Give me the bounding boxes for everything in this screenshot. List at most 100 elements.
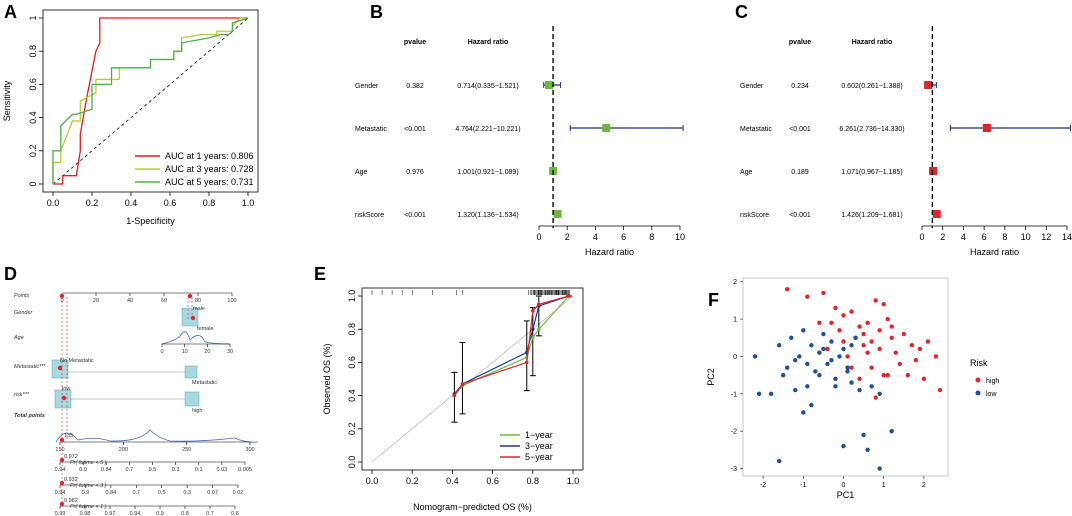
scatter-point-high (877, 328, 882, 333)
plot-frame (42, 9, 259, 193)
scatter-point-low (797, 354, 802, 359)
scatter-point-low (845, 365, 850, 370)
calibration-point (531, 335, 535, 340)
row-pvalue: 0.382 (406, 83, 424, 90)
scatter-point-low (793, 357, 798, 363)
legend-label: high (986, 378, 999, 385)
annotation-5y: 0.972 (64, 454, 78, 460)
scatter-point-high (857, 324, 862, 329)
row-hr-text: 4.764(2.221−10.221) (455, 126, 520, 133)
forest-plot-c: pvalue Hazard ratio Gender 0.234 0.602(0.261… (740, 26, 1072, 257)
x-tick-label: 1.0 (242, 198, 255, 208)
scatter-point-low (889, 428, 894, 434)
x-tick-label: 0.0 (366, 476, 379, 486)
prob-3y-tick-label: 0.3 (183, 490, 191, 496)
annotation-total: 135 (64, 433, 73, 439)
pca-scatter: -2 -1 0 1 2 -3 -2 -1 0 1 2 high low Risk PC1 PC2 (706, 277, 999, 500)
header-pvalue: pvalue (789, 39, 811, 46)
x-tick-label: 0 (536, 232, 541, 242)
panel-letter-c: C (735, 2, 748, 22)
legend-label: AUC at 3 years: 0.728 (165, 164, 254, 174)
projection-point (59, 293, 65, 299)
x-tick-label: 1.0 (567, 476, 580, 486)
x-tick-label: 4 (593, 232, 598, 242)
row-hr-text: 1.071(0.967−1.185) (841, 169, 902, 176)
prob-1y-tick-label: 0.6 (231, 511, 239, 516)
total-points-tick-label: 200 (119, 447, 128, 453)
row-hr-text: 1.426(1.209−1.681) (841, 212, 902, 219)
legend-label: 3−year (525, 441, 553, 451)
projection-point (59, 457, 65, 463)
row-hr-text: 0.714(0.335−1.521) (457, 83, 518, 90)
calibration-point (537, 302, 541, 307)
y-tick-label: 0.4 (28, 111, 38, 124)
x-tick-label: 6 (621, 232, 626, 242)
projection-point (57, 365, 63, 371)
scatter-point-low (817, 372, 822, 378)
scatter-point-low (833, 376, 838, 382)
total-points-tick-label: 250 (182, 447, 191, 453)
prob-1y-tick-label: 0.9 (156, 511, 164, 516)
scatter-point-low (785, 365, 790, 370)
scatter-point-high (861, 331, 866, 337)
legend-label: 5−year (525, 452, 553, 462)
scatter-point-low (809, 343, 814, 348)
header-pvalue: pvalue (404, 39, 426, 46)
x-tick-label: 8 (649, 232, 654, 242)
scatter-point-high (925, 339, 931, 344)
scatter-point-low (801, 410, 806, 415)
scatter-point-low (817, 350, 822, 355)
x-tick-label: 0.2 (86, 198, 99, 208)
forest-plot-b: pvalue Hazard ratio Gender 0.382 0.714(0.335… (355, 26, 685, 257)
label-prob-3y: Pr( futime < 3 ) (70, 483, 107, 489)
points-tick-label: 60 (161, 298, 167, 304)
hr-marker (924, 81, 933, 89)
age-tick-label: 20 (204, 349, 210, 355)
hr-marker (982, 124, 991, 132)
legend-swatch (975, 377, 981, 383)
x-tick-label: 6 (982, 232, 987, 242)
nomogram: Points020406080100GendermalefemaleAge010… (13, 292, 259, 516)
y-tick-label: 0.6 (28, 78, 38, 91)
scatter-point-low (833, 384, 838, 389)
prob-3y-tick-label: 0.94 (55, 490, 66, 496)
legend-label: 1−year (525, 430, 553, 440)
risk-level-high: high (192, 408, 202, 414)
hr-marker (932, 210, 941, 218)
x-axis-label: Hazard ratio (585, 247, 634, 257)
scatter-point-high (877, 346, 882, 352)
scatter-point-high (849, 365, 854, 370)
x-axis-label: Hazard ratio (970, 247, 1019, 257)
legend-label: low (986, 391, 997, 398)
row-label-points: Points (14, 293, 30, 299)
scatter-point-low (861, 432, 866, 438)
total-points-tick-label: 150 (55, 447, 64, 453)
scatter-point-high (841, 313, 846, 318)
x-tick-label: 14 (1062, 232, 1072, 242)
scatter-point-low (841, 346, 846, 352)
age-tick-label: 30 (227, 349, 233, 355)
prob-3y-tick-label: 0.84 (105, 490, 116, 496)
scatter-point-high (889, 335, 894, 340)
panel-letter-d: D (4, 264, 17, 284)
x-tick-label: 0.6 (486, 476, 499, 486)
scatter-point-high (933, 354, 939, 359)
row-label-total-points: Total points (14, 413, 45, 419)
prob-5y-tick-label: 0.5 (149, 467, 157, 473)
row-label-metastatic: Metastatic*** (14, 364, 46, 370)
annotation-1y: 0.982 (64, 498, 78, 504)
scatter-point-high (817, 320, 822, 326)
scatter-point-low (768, 391, 774, 397)
x-tick-label: 0.8 (527, 476, 540, 486)
x-tick-label: 0.4 (125, 198, 138, 208)
calibration-line (453, 295, 570, 395)
scatter-point-low (821, 331, 826, 337)
scatter-point-low (841, 443, 846, 449)
scatter-point-high (921, 376, 927, 382)
scatter-point-high (845, 354, 850, 359)
gender-level-male: male (193, 306, 205, 312)
scatter-point-high (861, 343, 866, 348)
hr-marker (929, 167, 938, 175)
scatter-point-high (937, 387, 943, 393)
